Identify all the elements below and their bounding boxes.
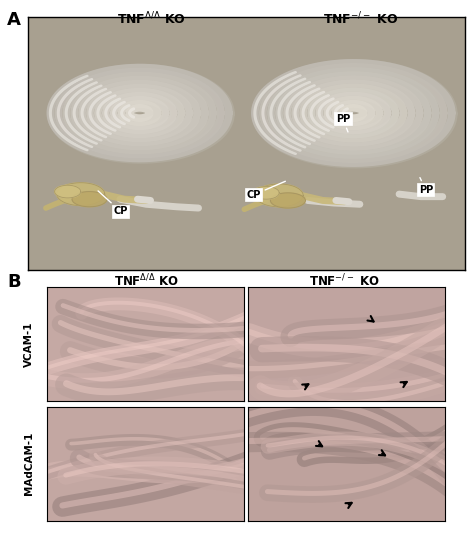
Text: TNF$^{\Delta/\Delta}$ KO: TNF$^{\Delta/\Delta}$ KO <box>113 273 179 290</box>
Text: PP: PP <box>419 178 433 195</box>
Text: TNF$^{\Delta/\Delta}$ KO: TNF$^{\Delta/\Delta}$ KO <box>117 11 186 28</box>
Text: CP: CP <box>98 191 128 216</box>
Text: PP: PP <box>336 114 350 132</box>
Polygon shape <box>253 187 279 199</box>
Text: MAdCAM-1: MAdCAM-1 <box>24 432 35 495</box>
Text: TNF$^{-/-}$ KO: TNF$^{-/-}$ KO <box>309 273 380 290</box>
Polygon shape <box>57 183 105 206</box>
Text: CP: CP <box>246 181 285 200</box>
Text: VCAM-1: VCAM-1 <box>24 321 35 367</box>
Polygon shape <box>55 185 81 198</box>
Text: B: B <box>7 273 21 291</box>
Text: A: A <box>7 11 21 29</box>
Polygon shape <box>72 192 107 207</box>
Text: TNF$^{-/-}$ KO: TNF$^{-/-}$ KO <box>323 11 398 28</box>
Polygon shape <box>271 193 305 208</box>
Polygon shape <box>255 184 303 207</box>
